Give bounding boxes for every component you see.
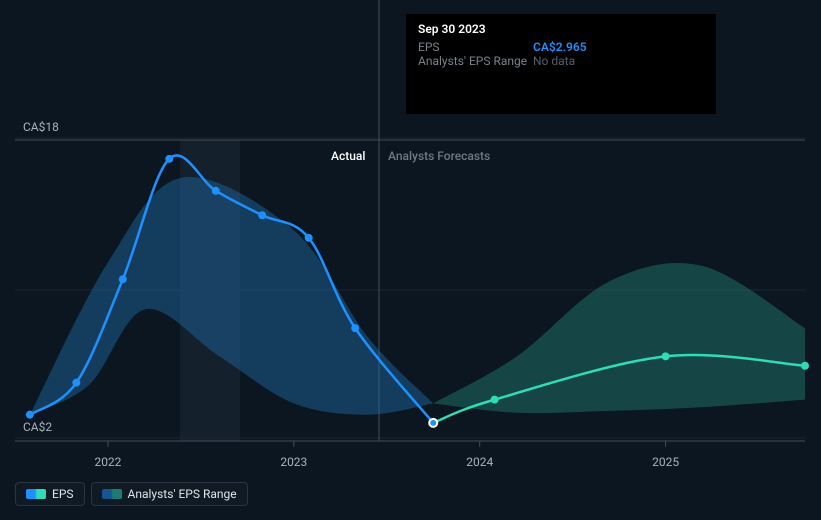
eps-chart[interactable]: Sep 30 2023 EPS CA$2.965 Analysts' EPS R… bbox=[0, 0, 821, 520]
tooltip-row-range: Analysts' EPS Range No data bbox=[418, 54, 704, 68]
legend-swatch-icon bbox=[102, 489, 122, 499]
tooltip-value: No data bbox=[533, 54, 575, 68]
y-axis-label: CA$18 bbox=[23, 120, 59, 134]
chart-tooltip: Sep 30 2023 EPS CA$2.965 Analysts' EPS R… bbox=[406, 14, 716, 114]
tooltip-value: CA$2.965 bbox=[533, 40, 587, 54]
legend-label: Analysts' EPS Range bbox=[128, 487, 237, 501]
region-label-forecast: Analysts Forecasts bbox=[388, 149, 490, 163]
legend-item-range[interactable]: Analysts' EPS Range bbox=[91, 482, 248, 506]
region-label-actual: Actual bbox=[331, 149, 365, 163]
chart-legend: EPS Analysts' EPS Range bbox=[15, 482, 248, 506]
tooltip-label: EPS bbox=[418, 40, 533, 54]
legend-item-eps[interactable]: EPS bbox=[15, 482, 85, 506]
tooltip-row-eps: EPS CA$2.965 bbox=[418, 40, 704, 54]
x-axis-label: 2022 bbox=[94, 455, 121, 469]
x-axis-label: 2025 bbox=[652, 455, 679, 469]
y-axis-label: CA$2 bbox=[23, 420, 52, 434]
legend-swatch-icon bbox=[26, 489, 46, 499]
tooltip-date: Sep 30 2023 bbox=[418, 22, 704, 36]
x-axis-label: 2024 bbox=[466, 455, 493, 469]
legend-label: EPS bbox=[52, 487, 74, 501]
x-axis-label: 2023 bbox=[280, 455, 307, 469]
tooltip-label: Analysts' EPS Range bbox=[418, 54, 533, 68]
